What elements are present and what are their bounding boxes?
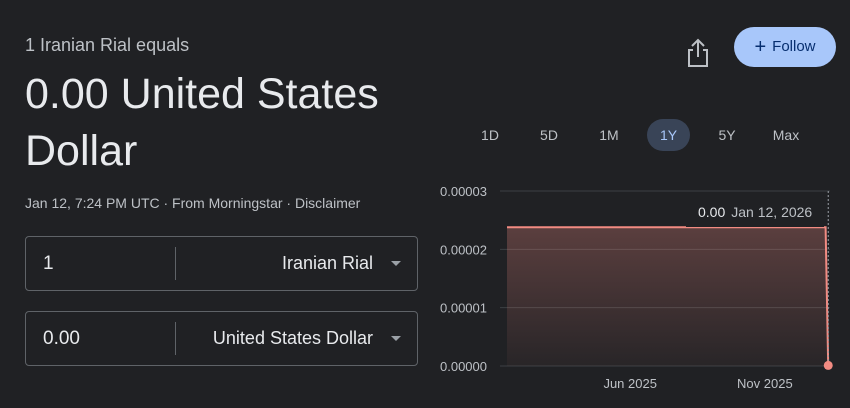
- chart-tooltip: 0.00 Jan 12, 2026: [686, 197, 825, 227]
- to-currency-select[interactable]: United States Dollar: [212, 328, 373, 348]
- last-point: [823, 360, 833, 370]
- follow-button[interactable]: + Follow: [734, 27, 836, 67]
- conversion-result: 0.00 United States Dollar: [25, 66, 425, 180]
- divider: [175, 247, 176, 280]
- tab-5y[interactable]: 5Y: [718, 127, 736, 143]
- x-tick-label: Jun 2025: [603, 376, 657, 391]
- y-tick-label: 0.00002: [440, 242, 487, 257]
- chevron-down-icon[interactable]: [391, 336, 401, 341]
- tab-max[interactable]: Max: [772, 127, 800, 143]
- tab-1m[interactable]: 1M: [599, 127, 619, 143]
- tooltip-value: 0.00: [698, 204, 726, 220]
- from-currency-select[interactable]: Iranian Rial: [281, 253, 373, 273]
- to-currency-row: 0.00 United States Dollar: [25, 311, 418, 366]
- source-meta: Jan 12, 7:24 PM UTC · From Morningstar ·…: [25, 195, 361, 211]
- conversion-result-line2: Dollar: [25, 127, 138, 175]
- share-icon[interactable]: [685, 38, 711, 68]
- from-amount-input[interactable]: 1: [43, 253, 54, 274]
- tab-5d[interactable]: 5D: [540, 127, 558, 143]
- y-tick-label: 0.00003: [440, 184, 487, 199]
- equals-label: 1 Iranian Rial equals: [25, 35, 190, 55]
- y-tick-label: 0.00001: [440, 301, 487, 316]
- follow-label: Follow: [772, 38, 816, 55]
- chevron-down-icon[interactable]: [391, 261, 401, 266]
- to-amount-input[interactable]: 0.00: [43, 328, 80, 349]
- chart-area: [507, 227, 829, 366]
- x-tick-label: Nov 2025: [737, 376, 793, 391]
- y-tick-label: 0.00000: [440, 359, 487, 374]
- tab-1y[interactable]: 1Y: [647, 119, 690, 151]
- range-tabs: 1D 5D 1M 1Y 5Y Max: [470, 119, 820, 151]
- tab-1d[interactable]: 1D: [481, 127, 499, 143]
- tooltip-date: Jan 12, 2026: [731, 204, 813, 220]
- divider: [175, 322, 176, 355]
- chart-line: [507, 226, 830, 366]
- plus-icon: +: [754, 36, 767, 58]
- conversion-result-line1: 0.00 United States: [25, 70, 379, 118]
- from-currency-row: 1 Iranian Rial: [25, 236, 418, 291]
